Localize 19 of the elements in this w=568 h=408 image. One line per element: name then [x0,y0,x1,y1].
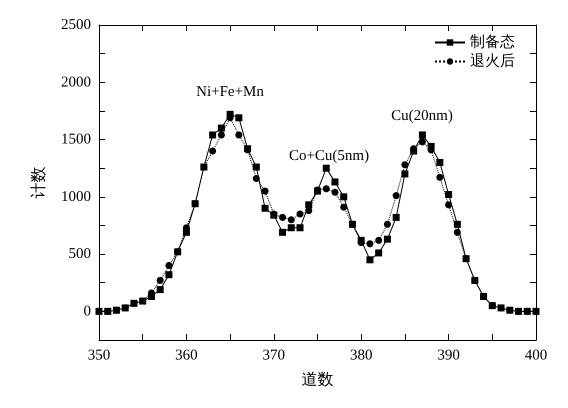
x-tick-label: 350 [88,348,110,364]
annotation: Cu(20nm) [391,108,453,124]
x-tick-label: 360 [175,348,198,364]
y-tick-label: 2000 [61,74,91,90]
x-tick-label: 370 [262,348,286,364]
y-tick-label: 1000 [61,188,91,205]
x-tick-label: 400 [524,348,548,364]
y-tick-label: 0 [84,303,91,320]
annotation: Ni+Fe+Mn [196,84,264,100]
legend-label: 制备态 [470,34,515,50]
annotation: Co+Cu(5nm) [288,148,370,164]
legend-label: 退火后 [470,52,515,70]
x-axis-title: 道数 [302,372,334,388]
y-tick-label: 1500 [61,132,91,148]
x-tick-label: 380 [350,348,372,364]
y-tick-label: 500 [68,246,91,262]
x-tick-label: 390 [437,348,460,364]
y-tick-label: 2500 [61,17,91,33]
y-axis-title: 计数 [30,166,48,198]
